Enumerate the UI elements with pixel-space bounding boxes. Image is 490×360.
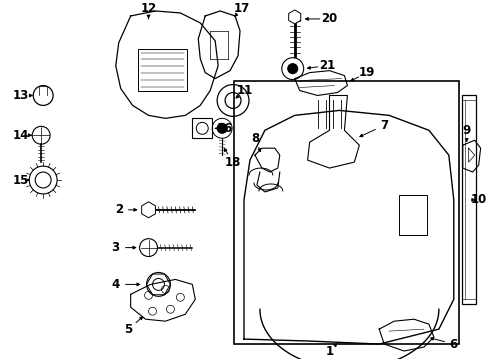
Text: 17: 17 <box>234 3 250 15</box>
Bar <box>192 118 212 138</box>
Text: 4: 4 <box>112 278 120 291</box>
Text: 9: 9 <box>463 124 471 137</box>
Bar <box>138 49 187 90</box>
Text: 15: 15 <box>13 174 29 186</box>
Text: 18: 18 <box>225 156 241 168</box>
Circle shape <box>217 123 227 133</box>
Text: 20: 20 <box>321 13 338 26</box>
Bar <box>462 95 476 304</box>
Text: 5: 5 <box>124 323 133 336</box>
Circle shape <box>288 64 298 73</box>
Text: 1: 1 <box>325 345 334 357</box>
Text: 21: 21 <box>319 59 336 72</box>
Text: 14: 14 <box>13 129 29 142</box>
Text: 16: 16 <box>217 122 233 135</box>
Text: 2: 2 <box>115 203 123 216</box>
Text: 7: 7 <box>380 119 388 132</box>
Bar <box>399 195 427 235</box>
Text: 6: 6 <box>450 338 458 351</box>
Text: 13: 13 <box>13 89 29 102</box>
Text: 12: 12 <box>141 3 157 15</box>
Text: 11: 11 <box>237 84 253 97</box>
Bar <box>234 81 459 344</box>
Text: 8: 8 <box>251 132 259 145</box>
Text: 3: 3 <box>112 241 120 254</box>
Text: 10: 10 <box>470 193 487 206</box>
Text: 19: 19 <box>359 66 375 79</box>
